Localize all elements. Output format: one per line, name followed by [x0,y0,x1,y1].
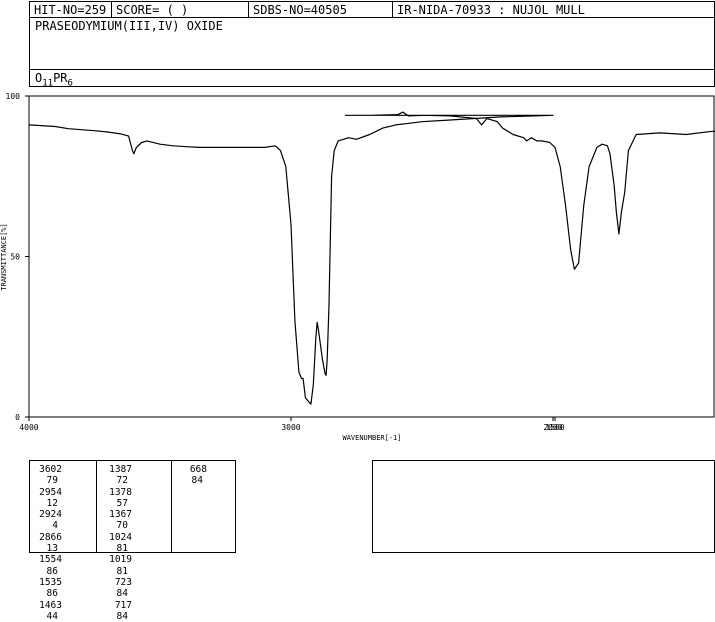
peak-transmittance: 44 [46,610,58,622]
y-tick-label: 0 [15,413,20,422]
hit-number: HIT-NO=259 [34,3,107,17]
plot-frame [28,95,715,418]
peak-wavenumber: 717 [114,599,132,611]
score-field: SCORE= ( ) [111,2,248,17]
peak-transmittance: 81 [116,543,128,555]
peak-column: 138772 137857 136770 102481 101981 72384 71784 [104,464,132,622]
peak-transmittance: 70 [116,520,128,532]
peak-transmittance: 86 [46,588,58,600]
peak-wavenumber: 723 [114,576,132,588]
peak-row: 66884 [179,464,207,487]
peak-wavenumber: 3602 [39,464,62,475]
peak-transmittance: 72 [116,475,128,487]
peak-wavenumber: 1024 [109,531,132,543]
peak-transmittance: 79 [46,475,58,487]
x-tick-label: 2000 [543,423,562,432]
peak-wavenumber: 1463 [39,599,62,611]
peak-transmittance: 12 [46,497,58,509]
peak-transmittance: 86 [46,565,58,577]
molecular-formula: O11PR6 [35,71,73,88]
sdbs-number: SDBS-NO=40505 [248,2,392,17]
formula-element-pr: PR [53,71,68,85]
peak-column-divider [96,461,97,553]
chart-root: 40003000200015001000500050100WAVENUMBER[… [0,92,715,442]
x-tick-label: 4000 [19,423,38,432]
peak-transmittance: 84 [116,588,128,600]
ir-spectrum-chart: 40003000200015001000500050100WAVENUMBER[… [0,92,715,442]
formula-subscript-pr: 6 [67,78,73,89]
peak-wavenumber: 2924 [39,509,62,521]
y-axis-label: TRANSMITTANCE[%] [0,223,8,290]
peak-row: 286613 [34,532,62,555]
peak-wavenumber: 1554 [39,554,62,566]
peak-wavenumber: 668 [189,464,207,475]
peak-row: 138772 [104,464,132,487]
peak-column: 66884 [179,464,207,487]
x-tick-label: 1500 [545,423,564,432]
peak-wavenumber: 2866 [39,531,62,543]
peak-row: 29244 [34,509,62,532]
peak-transmittance: 84 [191,475,203,487]
peak-transmittance: 81 [116,565,128,577]
peak-row: 360279 [34,464,62,487]
peak-row: 155486 [34,554,62,577]
peak-wavenumber: 1387 [109,464,132,475]
y-tick-label: 100 [6,92,21,101]
x-axis-label: WAVENUMBER[-1] [342,434,401,442]
peak-transmittance: 57 [116,497,128,509]
x-tick-label: 3000 [281,423,300,432]
peak-wavenumber: 2954 [39,486,62,498]
peak-row: 295412 [34,487,62,510]
spectrum-line [28,111,715,405]
peak-table: 360279 295412 29244 286613 155486 153586 14634… [29,460,236,622]
empty-info-box [372,460,715,553]
peak-row: 153586 [34,577,62,600]
peak-transmittance: 84 [116,610,128,622]
peak-row: 102481 [104,532,132,555]
ir-identifier: IR-NIDA-70933 : NUJOL MULL [392,2,714,17]
peak-wavenumber: 1019 [109,554,132,566]
peak-row: 71784 [104,600,132,622]
peak-row: 136770 [104,509,132,532]
peak-wavenumber: 1378 [109,486,132,498]
peak-row: 101981 [104,554,132,577]
compound-name: PRASEODYMIUM(III,IV) OXIDE [35,19,223,33]
peak-transmittance: 13 [46,543,58,555]
peak-column-divider [171,461,172,553]
peak-column: 360279 295412 29244 286613 155486 153586 14634… [34,464,62,622]
peak-row: 137857 [104,487,132,510]
peak-row: 146344 [34,600,62,622]
formula-subscript-o: 11 [42,78,54,89]
peak-wavenumber: 1367 [109,509,132,521]
y-tick-label: 50 [10,253,20,262]
formula-element-o: O [35,71,43,85]
peak-row: 72384 [104,577,132,600]
peak-transmittance: 4 [52,520,58,532]
peak-wavenumber: 1535 [39,576,62,588]
